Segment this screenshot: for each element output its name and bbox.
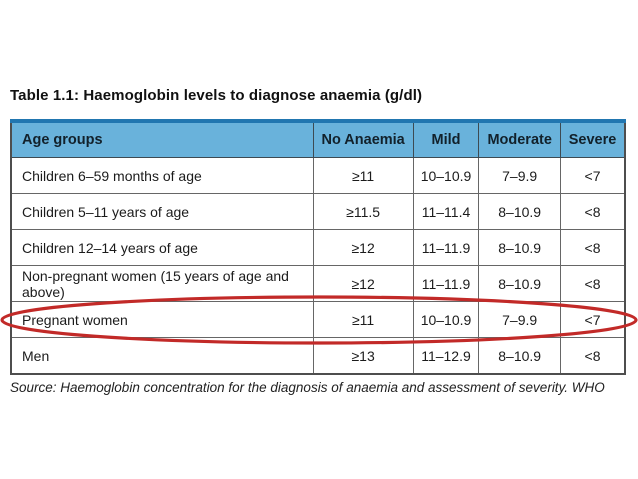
cell-age-group: Pregnant women [10,301,314,338]
table-body: Children 6–59 months of age ≥11 10–10.9 … [10,157,626,375]
cell-moderate: 8–10.9 [478,265,561,302]
cell-no-anaemia: ≥11 [312,157,414,194]
cell-mild: 10–10.9 [412,301,480,338]
table-row: Non-pregnant women (15 years of age and … [10,265,626,302]
table-header-row: Age groups No Anaemia Mild Moderate Seve… [10,120,626,158]
haemoglobin-levels-table: Age groups No Anaemia Mild Moderate Seve… [10,119,626,375]
cell-age-group: Non-pregnant women (15 years of age and … [10,265,314,302]
cell-severe: <7 [560,157,626,194]
column-header-severe: Severe [560,120,626,158]
table-row: Men ≥13 11–12.9 8–10.9 <8 [10,337,626,375]
column-header-age-groups: Age groups [10,120,314,158]
table-row: Children 5–11 years of age ≥11.5 11–11.4… [10,193,626,230]
cell-moderate: 7–9.9 [478,301,561,338]
cell-no-anaemia: ≥13 [312,337,414,375]
column-header-mild: Mild [412,120,480,158]
cell-age-group: Children 5–11 years of age [10,193,314,230]
haemoglobin-table: Age groups No Anaemia Mild Moderate Seve… [10,119,626,375]
cell-mild: 11–11.4 [412,193,480,230]
table-row: Children 12–14 years of age ≥12 11–11.9 … [10,229,626,266]
cell-severe: <8 [560,265,626,302]
table-row-highlighted: Pregnant women ≥11 10–10.9 7–9.9 <7 [10,301,626,338]
cell-age-group: Men [10,337,314,375]
column-header-no-anaemia: No Anaemia [312,120,414,158]
cell-mild: 11–11.9 [412,265,480,302]
cell-no-anaemia: ≥12 [312,229,414,266]
cell-severe: <8 [560,337,626,375]
source-caption: Source: Haemoglobin concentration for th… [10,380,605,395]
cell-no-anaemia: ≥11.5 [312,193,414,230]
cell-moderate: 8–10.9 [478,229,561,266]
cell-severe: <8 [560,229,626,266]
cell-age-group: Children 6–59 months of age [10,157,314,194]
table-title: Table 1.1: Haemoglobin levels to diagnos… [10,87,423,104]
cell-moderate: 8–10.9 [478,193,561,230]
cell-mild: 10–10.9 [412,157,480,194]
column-header-moderate: Moderate [478,120,561,158]
cell-moderate: 8–10.9 [478,337,561,375]
cell-severe: <7 [560,301,626,338]
cell-age-group: Children 12–14 years of age [10,229,314,266]
cell-mild: 11–11.9 [412,229,480,266]
cell-severe: <8 [560,193,626,230]
cell-no-anaemia: ≥11 [312,301,414,338]
cell-mild: 11–12.9 [412,337,480,375]
table-row: Children 6–59 months of age ≥11 10–10.9 … [10,157,626,194]
cell-no-anaemia: ≥12 [312,265,414,302]
cell-moderate: 7–9.9 [478,157,561,194]
